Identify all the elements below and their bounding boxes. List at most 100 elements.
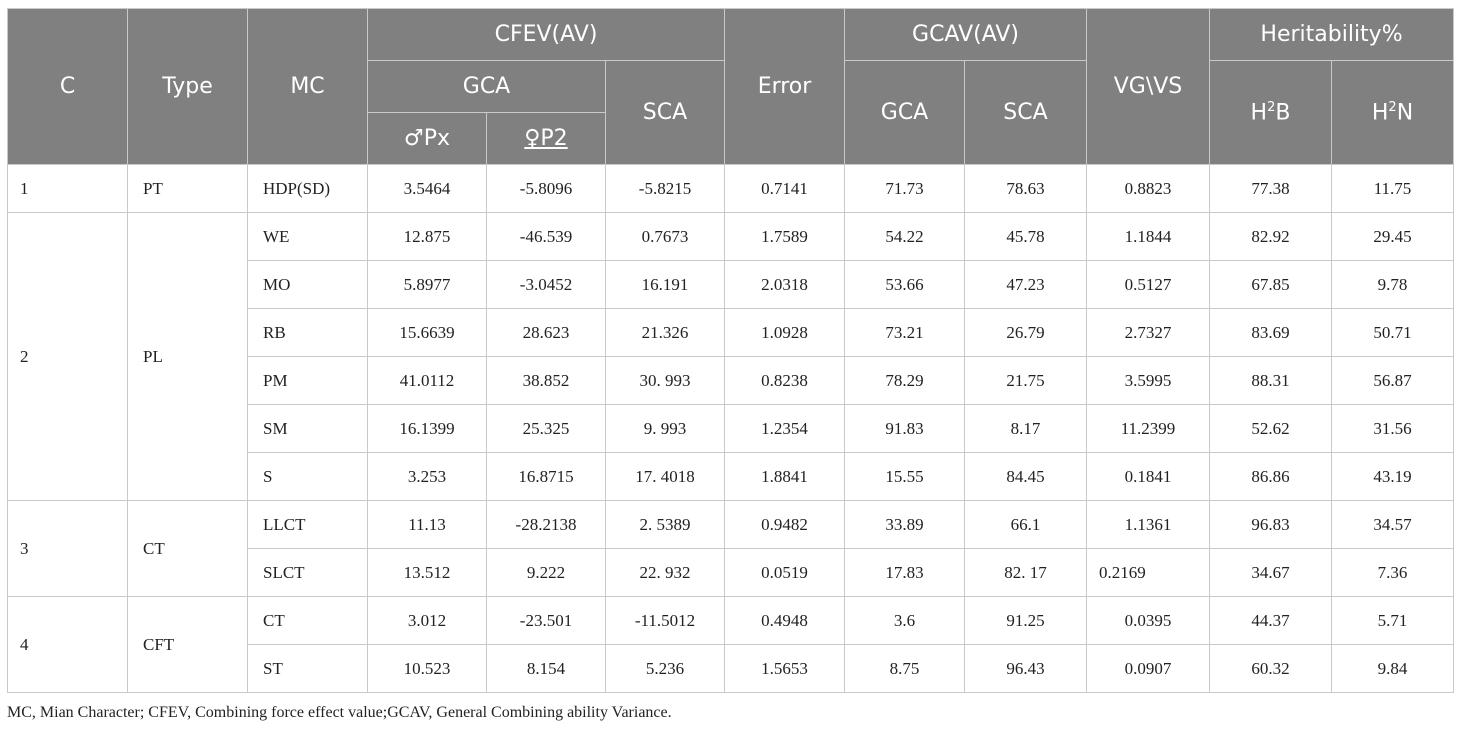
cell-vgvs: 0.1841 xyxy=(1086,452,1210,501)
cell-vgvs: 11.2399 xyxy=(1086,404,1210,453)
cell-h2b: 88.31 xyxy=(1209,356,1332,405)
cell-mc: RB xyxy=(247,308,368,357)
cell-gca2: 91.83 xyxy=(844,404,965,453)
heritability-group-header: Heritability% xyxy=(1208,8,1455,61)
table-row: 4 CFT CT 3.012 -23.501 -11.5012 0.4948 3.6 91.25… xyxy=(7,596,1455,693)
cell-sca: 2. 5389 xyxy=(605,500,725,549)
cell-px: 3.5464 xyxy=(367,164,487,213)
cell-p2: -46.539 xyxy=(486,212,606,261)
cell-error: 1.0928 xyxy=(724,308,845,357)
cell-mc: MO xyxy=(247,260,368,309)
gcav-group-header: GCAV(AV) xyxy=(844,8,1087,61)
cell-h2n: 29.45 xyxy=(1330,212,1455,261)
cell-px: 41.0112 xyxy=(367,356,487,405)
col-error-header: Error xyxy=(724,8,845,165)
cell-mc: CT xyxy=(247,596,368,645)
cell-error: 1.8841 xyxy=(724,452,845,501)
cell-vgvs: 0.0395 xyxy=(1086,596,1210,645)
cell-sca2: 78.63 xyxy=(964,164,1087,213)
cfev-sca-header: SCA xyxy=(605,60,725,165)
cell-sca2: 84.45 xyxy=(964,452,1087,501)
cfev-group-header: CFEV(AV) xyxy=(367,8,725,61)
cell-px: 16.1399 xyxy=(367,404,487,453)
cell-p2: 28.623 xyxy=(486,308,606,357)
cell-p2: -5.8096 xyxy=(486,164,606,213)
cell-h2n: 31.56 xyxy=(1330,404,1455,453)
cell-gca2: 71.73 xyxy=(844,164,965,213)
cell-mc: LLCT xyxy=(247,500,368,549)
cell-error: 0.7141 xyxy=(724,164,845,213)
cell-px: 5.8977 xyxy=(367,260,487,309)
cell-h2b: 52.62 xyxy=(1209,404,1332,453)
data-table: C Type MC CFEV(AV) Error GCAV(AV) VG\VS … xyxy=(7,8,1455,693)
cell-p2: 38.852 xyxy=(486,356,606,405)
cell-c: 4 xyxy=(7,596,128,693)
cell-sca: 21.326 xyxy=(605,308,725,357)
cell-h2n: 9.78 xyxy=(1330,260,1455,309)
table-row: PM 41.0112 38.852 30. 993 0.8238 78.29 21.75 3.… xyxy=(8,356,1455,405)
cell-h2b: 44.37 xyxy=(1209,596,1332,645)
cell-gca2: 54.22 xyxy=(844,212,965,261)
cell-gca2: 78.29 xyxy=(844,356,965,405)
cell-c: 2 xyxy=(7,212,128,501)
cell-type: PL xyxy=(127,212,248,501)
cell-sca2: 45.78 xyxy=(964,212,1087,261)
cell-sca2: 8.17 xyxy=(964,404,1087,453)
cell-type: CFT xyxy=(127,596,248,693)
cell-h2n: 50.71 xyxy=(1330,308,1455,357)
gcav-gca-header: GCA xyxy=(844,60,965,165)
cell-mc: SM xyxy=(247,404,368,453)
cell-sca: 16.191 xyxy=(605,260,725,309)
cell-h2n: 43.19 xyxy=(1330,452,1455,501)
h2b-end: B xyxy=(1275,100,1291,126)
cell-h2b: 82.92 xyxy=(1209,212,1332,261)
table-row: ST 10.523 8.154 5.236 1.5653 8.75 96.43 0.0907 6… xyxy=(8,644,1455,693)
cell-error: 1.5653 xyxy=(724,644,845,693)
cell-sca2: 21.75 xyxy=(964,356,1087,405)
cell-mc: ST xyxy=(247,644,368,693)
cell-h2b: 60.32 xyxy=(1209,644,1332,693)
cell-gca2: 33.89 xyxy=(844,500,965,549)
cell-error: 0.9482 xyxy=(724,500,845,549)
px-header: ♂Px xyxy=(367,112,487,165)
table-row: 1 PT HDP(SD) 3.5464 -5.8096 -5.8215 0.7141 71.7… xyxy=(7,164,1455,213)
cell-error: 0.4948 xyxy=(724,596,845,645)
h2n-sup: 2 xyxy=(1388,99,1397,115)
cell-vgvs: 2.7327 xyxy=(1086,308,1210,357)
cell-sca: 9. 993 xyxy=(605,404,725,453)
col-vgvs-header: VG\VS xyxy=(1086,8,1210,165)
cell-mc: PM xyxy=(247,356,368,405)
cell-error: 2.0318 xyxy=(724,260,845,309)
cell-error: 0.8238 xyxy=(724,356,845,405)
table-footnote: MC, Mian Character; CFEV, Combining forc… xyxy=(7,704,672,721)
cell-h2n: 34.57 xyxy=(1330,500,1455,549)
cell-sca2: 96.43 xyxy=(964,644,1087,693)
cell-sca: 30. 993 xyxy=(605,356,725,405)
table-row: 2 PL WE 12.875 -46.539 0.7673 1.7589 54.22 45.78… xyxy=(7,212,1455,501)
cell-error: 0.0519 xyxy=(724,548,845,597)
cell-gca2: 3.6 xyxy=(844,596,965,645)
cell-p2: 9.222 xyxy=(486,548,606,597)
cell-p2: -28.2138 xyxy=(486,500,606,549)
gcav-sca-header: SCA xyxy=(964,60,1087,165)
h2b-sup: 2 xyxy=(1267,99,1276,115)
cell-gca2: 8.75 xyxy=(844,644,965,693)
cell-mc: SLCT xyxy=(247,548,368,597)
cell-p2: -23.501 xyxy=(486,596,606,645)
cell-h2b: 34.67 xyxy=(1209,548,1332,597)
cell-px: 10.523 xyxy=(367,644,487,693)
cell-c: 1 xyxy=(7,164,128,213)
cell-sca2: 82. 17 xyxy=(964,548,1087,597)
cell-h2b: 67.85 xyxy=(1209,260,1332,309)
cell-h2n: 9.84 xyxy=(1330,644,1455,693)
cell-px: 13.512 xyxy=(367,548,487,597)
cell-type: PT xyxy=(127,164,248,213)
cell-px: 12.875 xyxy=(367,212,487,261)
cell-sca2: 47.23 xyxy=(964,260,1087,309)
cell-h2n: 56.87 xyxy=(1330,356,1455,405)
cell-p2: 8.154 xyxy=(486,644,606,693)
cell-vgvs: 0.2169 xyxy=(1086,548,1210,597)
cell-gca2: 73.21 xyxy=(844,308,965,357)
cell-mc: HDP(SD) xyxy=(247,164,368,213)
cell-error: 1.7589 xyxy=(724,212,845,261)
